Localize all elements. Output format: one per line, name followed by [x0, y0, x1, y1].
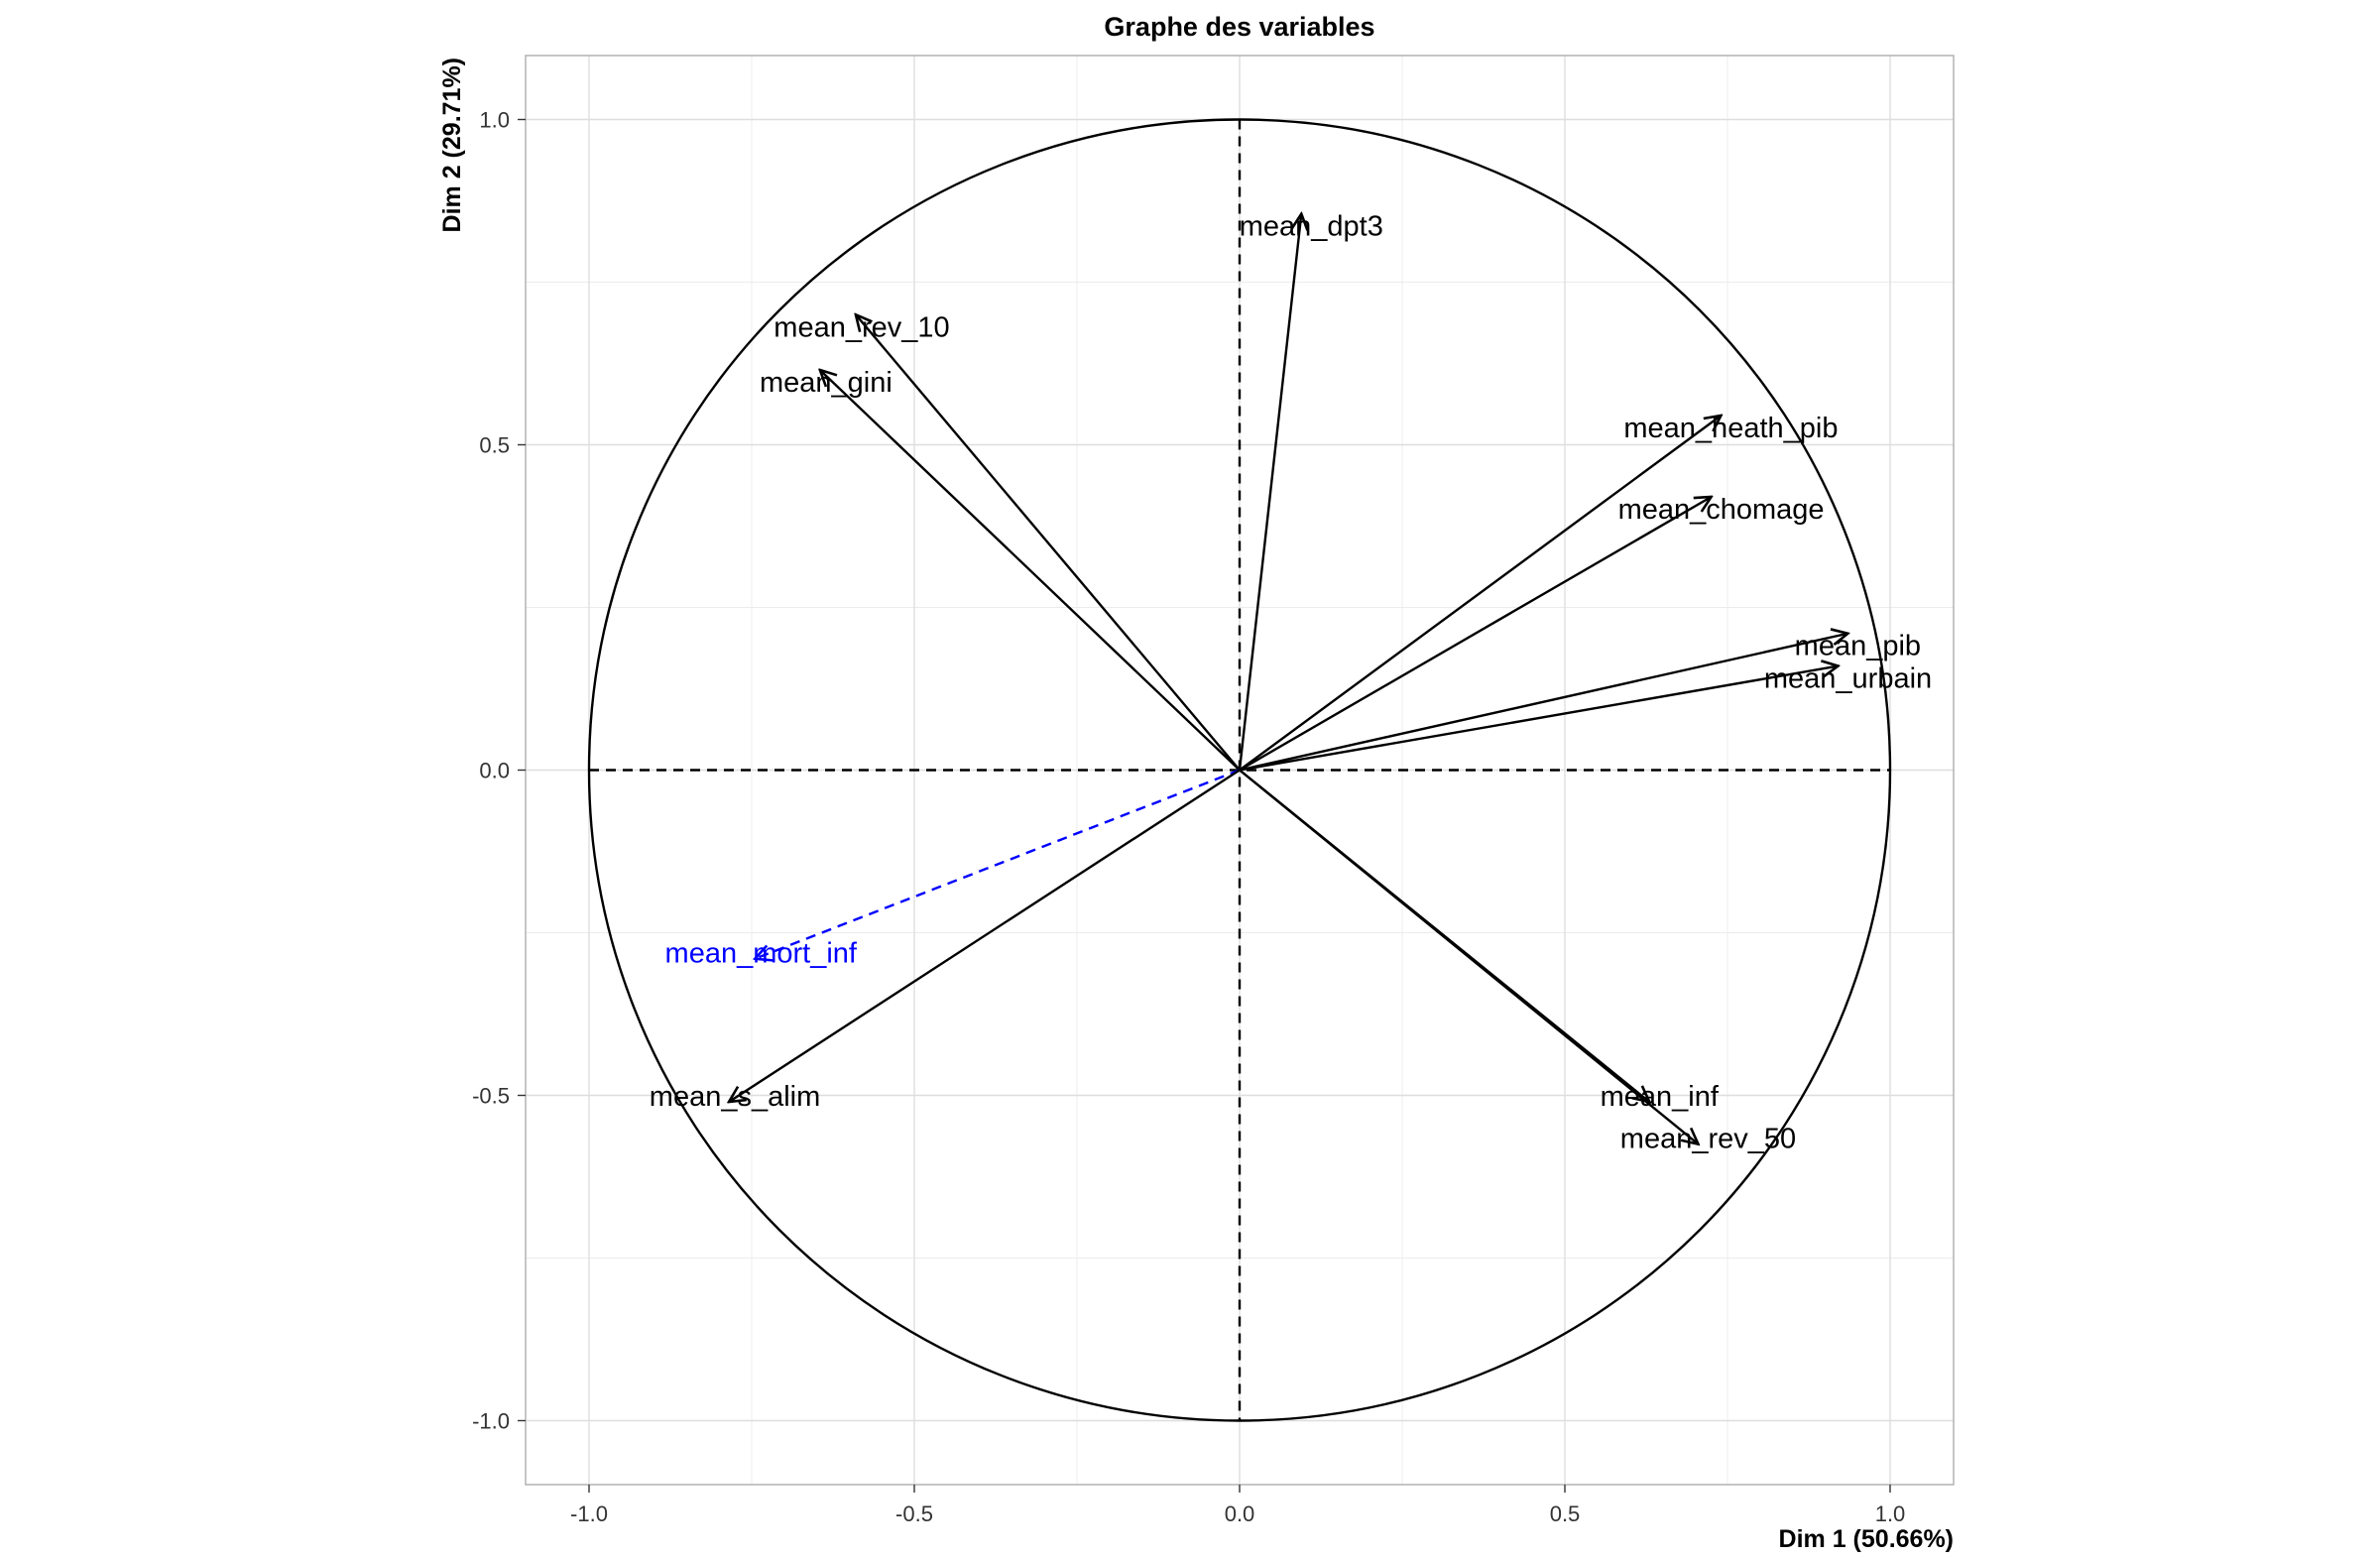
- y-tick-label: -1.0: [472, 1409, 510, 1434]
- label-mean-s-alim: mean_s_alim: [650, 1081, 820, 1113]
- label-mean-inf: mean_inf: [1601, 1081, 1720, 1113]
- x-tick-label: -1.0: [570, 1501, 608, 1526]
- arrow-mean-rev-10: [856, 314, 1241, 772]
- label-mean-pib: mean_pib: [1795, 631, 1921, 662]
- label-mean-rev-10: mean_rev_10: [774, 311, 949, 343]
- arrow-mean-chomage: [1239, 497, 1712, 772]
- arrow-mean-rev-50: [1239, 769, 1698, 1144]
- variable-arrows: [729, 214, 1847, 1144]
- arrow-mean-heath-pib: [1239, 416, 1721, 772]
- label-mean-rev-50: mean_rev_50: [1620, 1124, 1796, 1155]
- x-axis-ticks: -1.0 -0.5 0.0 0.5 1.0: [570, 1485, 1905, 1526]
- variable-labels: mean_dpt3 mean_rev_10 mean_gini mean_heath_…: [650, 211, 1932, 1155]
- y-tick-label: 0.0: [479, 759, 510, 783]
- arrow-mean-mort-inf: [755, 769, 1241, 959]
- label-mean-heath-pib: mean_heath_pib: [1623, 413, 1838, 444]
- label-mean-gini: mean_gini: [760, 367, 892, 399]
- arrow-mean-pib: [1239, 634, 1847, 772]
- y-axis-ticks: -1.0 -0.5 0.0 0.5 1.0: [472, 108, 526, 1434]
- plot-panel: mean_dpt3 mean_rev_10 mean_gini mean_heath_…: [525, 55, 1955, 1486]
- x-tick-label: 0.5: [1550, 1501, 1581, 1526]
- chart-title: Graphe des variables: [1104, 12, 1374, 42]
- label-mean-dpt3: mean_dpt3: [1240, 211, 1383, 243]
- y-tick-label: -0.5: [472, 1084, 510, 1109]
- label-mean-chomage: mean_chomage: [1618, 494, 1825, 526]
- y-tick-label: 1.0: [479, 108, 510, 133]
- x-axis-title: Dim 1 (50.66%): [1779, 1525, 1954, 1553]
- arrow-mean-urbain: [1239, 666, 1839, 772]
- y-tick-label: 0.5: [479, 433, 510, 458]
- y-axis-title: Dim 2 (29.71%): [438, 58, 466, 232]
- arrow-mean-dpt3: [1238, 214, 1301, 771]
- label-mean-urbain: mean_urbain: [1764, 663, 1932, 695]
- label-mean-mort-inf: mean_mort_inf: [665, 938, 858, 970]
- arrow-mean-gini: [820, 370, 1241, 772]
- x-tick-label: -0.5: [895, 1501, 933, 1526]
- x-tick-label: 1.0: [1875, 1501, 1906, 1526]
- arrow-mean-s-alim: [729, 769, 1241, 1103]
- x-tick-label: 0.0: [1225, 1501, 1255, 1526]
